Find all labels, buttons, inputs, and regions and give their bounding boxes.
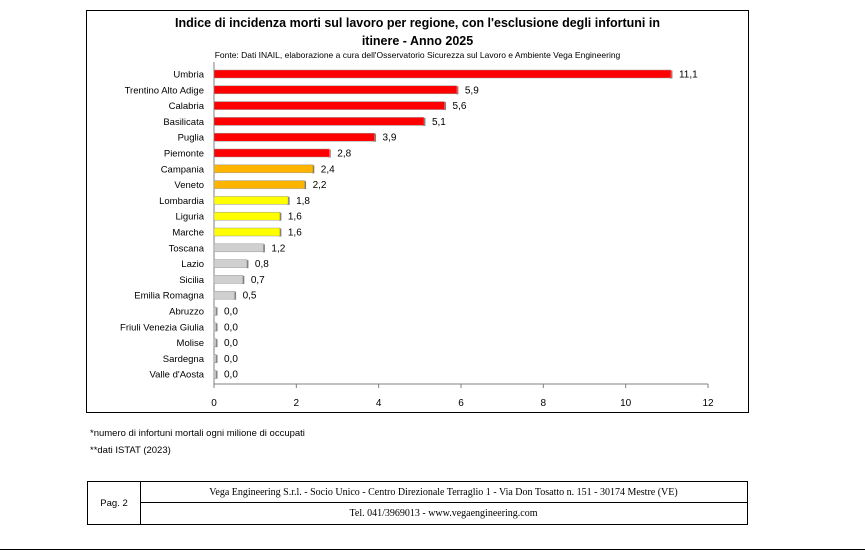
value-label-17: 0,0 [224, 338, 238, 349]
page-number: Pag. 2 [88, 482, 141, 524]
category-label-5: Piemonte [164, 149, 204, 160]
value-label-4: 3,9 [383, 133, 397, 144]
category-label-2: Calabria [169, 101, 205, 112]
page-footer: Pag. 2 Vega Engineering S.r.l. - Socio U… [87, 481, 748, 525]
bar-6 [213, 164, 314, 174]
bar-15 [213, 306, 217, 316]
value-label-13: 0,7 [251, 275, 265, 286]
category-label-19: Valle d'Aosta [150, 370, 205, 381]
value-label-2: 5,6 [453, 101, 467, 112]
value-label-10: 1,6 [288, 228, 302, 239]
bar-shadow-7 [303, 181, 307, 190]
bar-14 [213, 290, 235, 300]
chart-subtitle: Fonte: Dati INAIL, elaborazione a cura d… [214, 50, 621, 60]
bar-7 [213, 180, 305, 189]
x-tick-label-1: 2 [294, 398, 300, 409]
category-label-18: Sardegna [163, 354, 205, 365]
footnote-occupati: *numero di infortuni mortali ogni milion… [90, 428, 305, 439]
x-tick-label-0: 0 [211, 398, 217, 409]
category-label-1: Trentino Alto Adige [125, 85, 204, 96]
bar-13 [213, 275, 244, 284]
value-label-15: 0,0 [224, 307, 238, 318]
value-label-12: 0,8 [255, 259, 269, 270]
bar-5 [213, 148, 330, 158]
category-label-15: Abruzzo [169, 307, 204, 318]
contact-info: Tel. 041/3969013 - www.vegaengineering.c… [349, 507, 538, 519]
category-label-6: Campania [161, 164, 205, 175]
bar-8 [213, 196, 289, 205]
value-label-5: 2,8 [337, 149, 351, 160]
category-label-9: Liguria [175, 212, 204, 223]
value-label-3: 5,1 [432, 117, 446, 128]
category-label-14: Emilia Romagna [134, 291, 204, 302]
bar-4 [213, 132, 375, 142]
value-label-7: 2,2 [313, 180, 327, 191]
x-tick-label-5: 10 [620, 398, 632, 409]
bar-3 [213, 117, 425, 126]
bar-shadow-13 [241, 275, 245, 284]
bar-shadow-1 [455, 86, 459, 95]
category-label-10: Marche [172, 228, 204, 239]
value-label-14: 0,5 [243, 291, 257, 302]
value-label-11: 1,2 [271, 243, 285, 254]
bar-shadow-3 [422, 117, 426, 126]
bar-10 [213, 227, 281, 237]
chart-title-line-1: Indice di incidenza morti sul lavoro per… [175, 16, 660, 30]
category-label-3: Basilicata [163, 117, 204, 128]
value-label-0: 11,1 [679, 70, 698, 81]
category-label-8: Lombardia [159, 196, 205, 207]
bar-chart: 0 2 4 6 8 10 12 Umbria 11,1 Trentino Alto Adige 5,… [120, 62, 714, 409]
bar-19 [213, 369, 217, 379]
bar-18 [213, 354, 217, 363]
bar-2 [213, 101, 445, 110]
bar-16 [213, 322, 217, 332]
value-label-8: 1,8 [296, 196, 310, 207]
value-label-6: 2,4 [321, 164, 335, 175]
category-label-13: Sicilia [179, 275, 205, 286]
x-tick-label-3: 6 [458, 398, 464, 409]
chart-title: Indice di incidenza morti sul lavoro per… [86, 14, 749, 50]
bar-1 [213, 85, 458, 95]
category-label-11: Toscana [169, 243, 205, 254]
bar-0 [213, 69, 672, 79]
bar-11 [213, 243, 264, 253]
bottom-rule [0, 549, 865, 550]
x-tick-label-4: 8 [541, 398, 547, 409]
value-label-19: 0,0 [224, 370, 238, 381]
value-label-9: 1,6 [288, 212, 302, 223]
bar-12 [213, 259, 248, 268]
chart-title-line-2: itinere - Anno 2025 [361, 34, 474, 48]
value-label-1: 5,9 [465, 85, 479, 96]
category-label-0: Umbria [173, 70, 204, 81]
bar-shadow-8 [287, 196, 290, 205]
category-label-4: Puglia [178, 133, 205, 144]
footnote-istat: **dati ISTAT (2023) [90, 445, 171, 456]
category-label-12: Lazio [181, 259, 204, 270]
category-label-17: Molise [177, 338, 204, 349]
category-label-7: Veneto [174, 180, 204, 191]
company-info: Vega Engineering S.r.l. - Socio Unico - … [140, 482, 747, 503]
category-label-16: Friuli Venezia Giulia [120, 322, 205, 333]
x-tick-label-6: 12 [702, 398, 714, 409]
value-label-16: 0,0 [224, 322, 238, 333]
bar-9 [213, 211, 281, 221]
bar-17 [213, 338, 217, 347]
footnotes: *numero di infortuni mortali ogni milion… [90, 425, 305, 459]
value-label-18: 0,0 [224, 354, 238, 365]
chart-frame [86, 10, 749, 413]
x-tick-label-2: 4 [376, 398, 382, 409]
